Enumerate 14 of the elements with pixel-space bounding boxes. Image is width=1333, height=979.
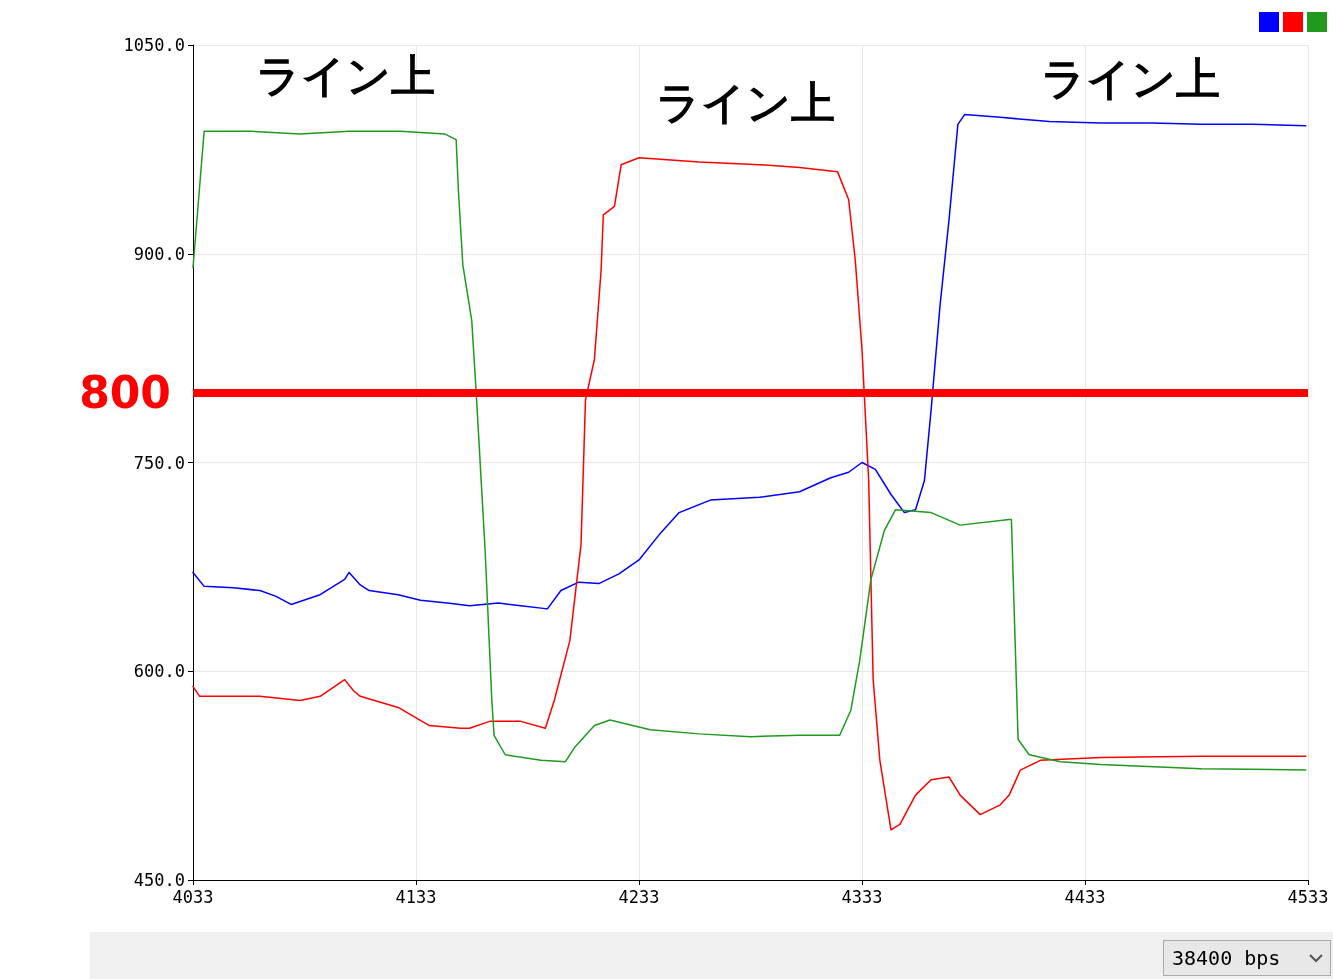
y-tick-label: 1050.0 — [123, 35, 185, 55]
y-tick-label: 750.0 — [133, 452, 185, 473]
annotation: ライン上 — [655, 76, 835, 128]
annotation: ライン上 — [1040, 52, 1220, 104]
y-tick-label: 600.0 — [133, 661, 185, 682]
x-tick-label: 4533 — [1287, 886, 1329, 907]
text: 38400 bps — [1172, 946, 1281, 970]
x-tick-label: 4133 — [395, 886, 437, 907]
y-tick-label: 900.0 — [133, 243, 185, 264]
x-tick-label: 4433 — [1064, 886, 1106, 907]
x-tick-label: 4333 — [841, 886, 883, 907]
x-tick-label: 4233 — [618, 886, 660, 907]
annotation: ライン上 — [255, 49, 435, 101]
ref-line-label: 800 — [79, 367, 171, 419]
